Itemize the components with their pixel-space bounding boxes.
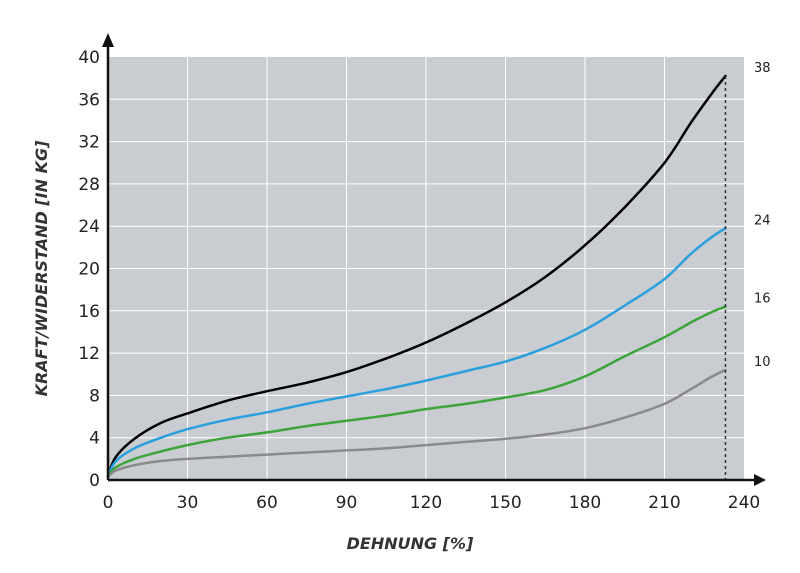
x-tick-label: 120 [410, 493, 442, 513]
x-tick-label: 30 [177, 493, 199, 513]
x-tick-label: 0 [103, 493, 114, 513]
series-line-1 [106, 74, 727, 478]
grid [108, 57, 744, 480]
series-end-label: 38 [754, 61, 771, 76]
tick-labels: 0 30 60 90 120 150 180 210 240 0 4 8 12 16 20 24 28 32 36 4… [78, 48, 760, 513]
y-tick-label: 28 [78, 175, 100, 195]
end-labels: 38 24 16 10 [754, 61, 771, 370]
x-tick-label: 240 [728, 493, 760, 513]
series-line-4 [106, 368, 727, 479]
y-tick-label: 32 [78, 133, 100, 153]
x-tick-label: 90 [336, 493, 358, 513]
y-tick-label: 24 [78, 217, 100, 237]
y-tick-label: 0 [89, 471, 100, 491]
y-tick-label: 20 [78, 260, 100, 280]
series-line-3 [106, 305, 727, 478]
x-tick-label: 60 [256, 493, 278, 513]
y-tick-label: 16 [78, 302, 100, 322]
x-axis-title: DEHNUNG [%] [347, 534, 474, 553]
axes [102, 33, 766, 486]
x-tick-label: 210 [648, 493, 680, 513]
series-line-2 [106, 227, 727, 478]
y-tick-label: 8 [89, 386, 100, 406]
y-tick-label: 12 [78, 344, 100, 364]
x-tick-label: 180 [569, 493, 601, 513]
y-axis-arrow [102, 33, 114, 47]
y-tick-label: 4 [89, 429, 100, 449]
series-end-label: 24 [754, 213, 771, 228]
y-axis-title: KRAFT/WIDERSTAND [IN KG] [32, 140, 51, 397]
y-tick-label: 40 [78, 48, 100, 68]
y-tick-label: 36 [78, 90, 100, 110]
series-layer [106, 74, 727, 479]
x-tick-label: 150 [489, 493, 521, 513]
x-axis-arrow [754, 474, 766, 486]
series-end-label: 16 [754, 292, 771, 307]
series-end-label: 10 [754, 355, 771, 370]
